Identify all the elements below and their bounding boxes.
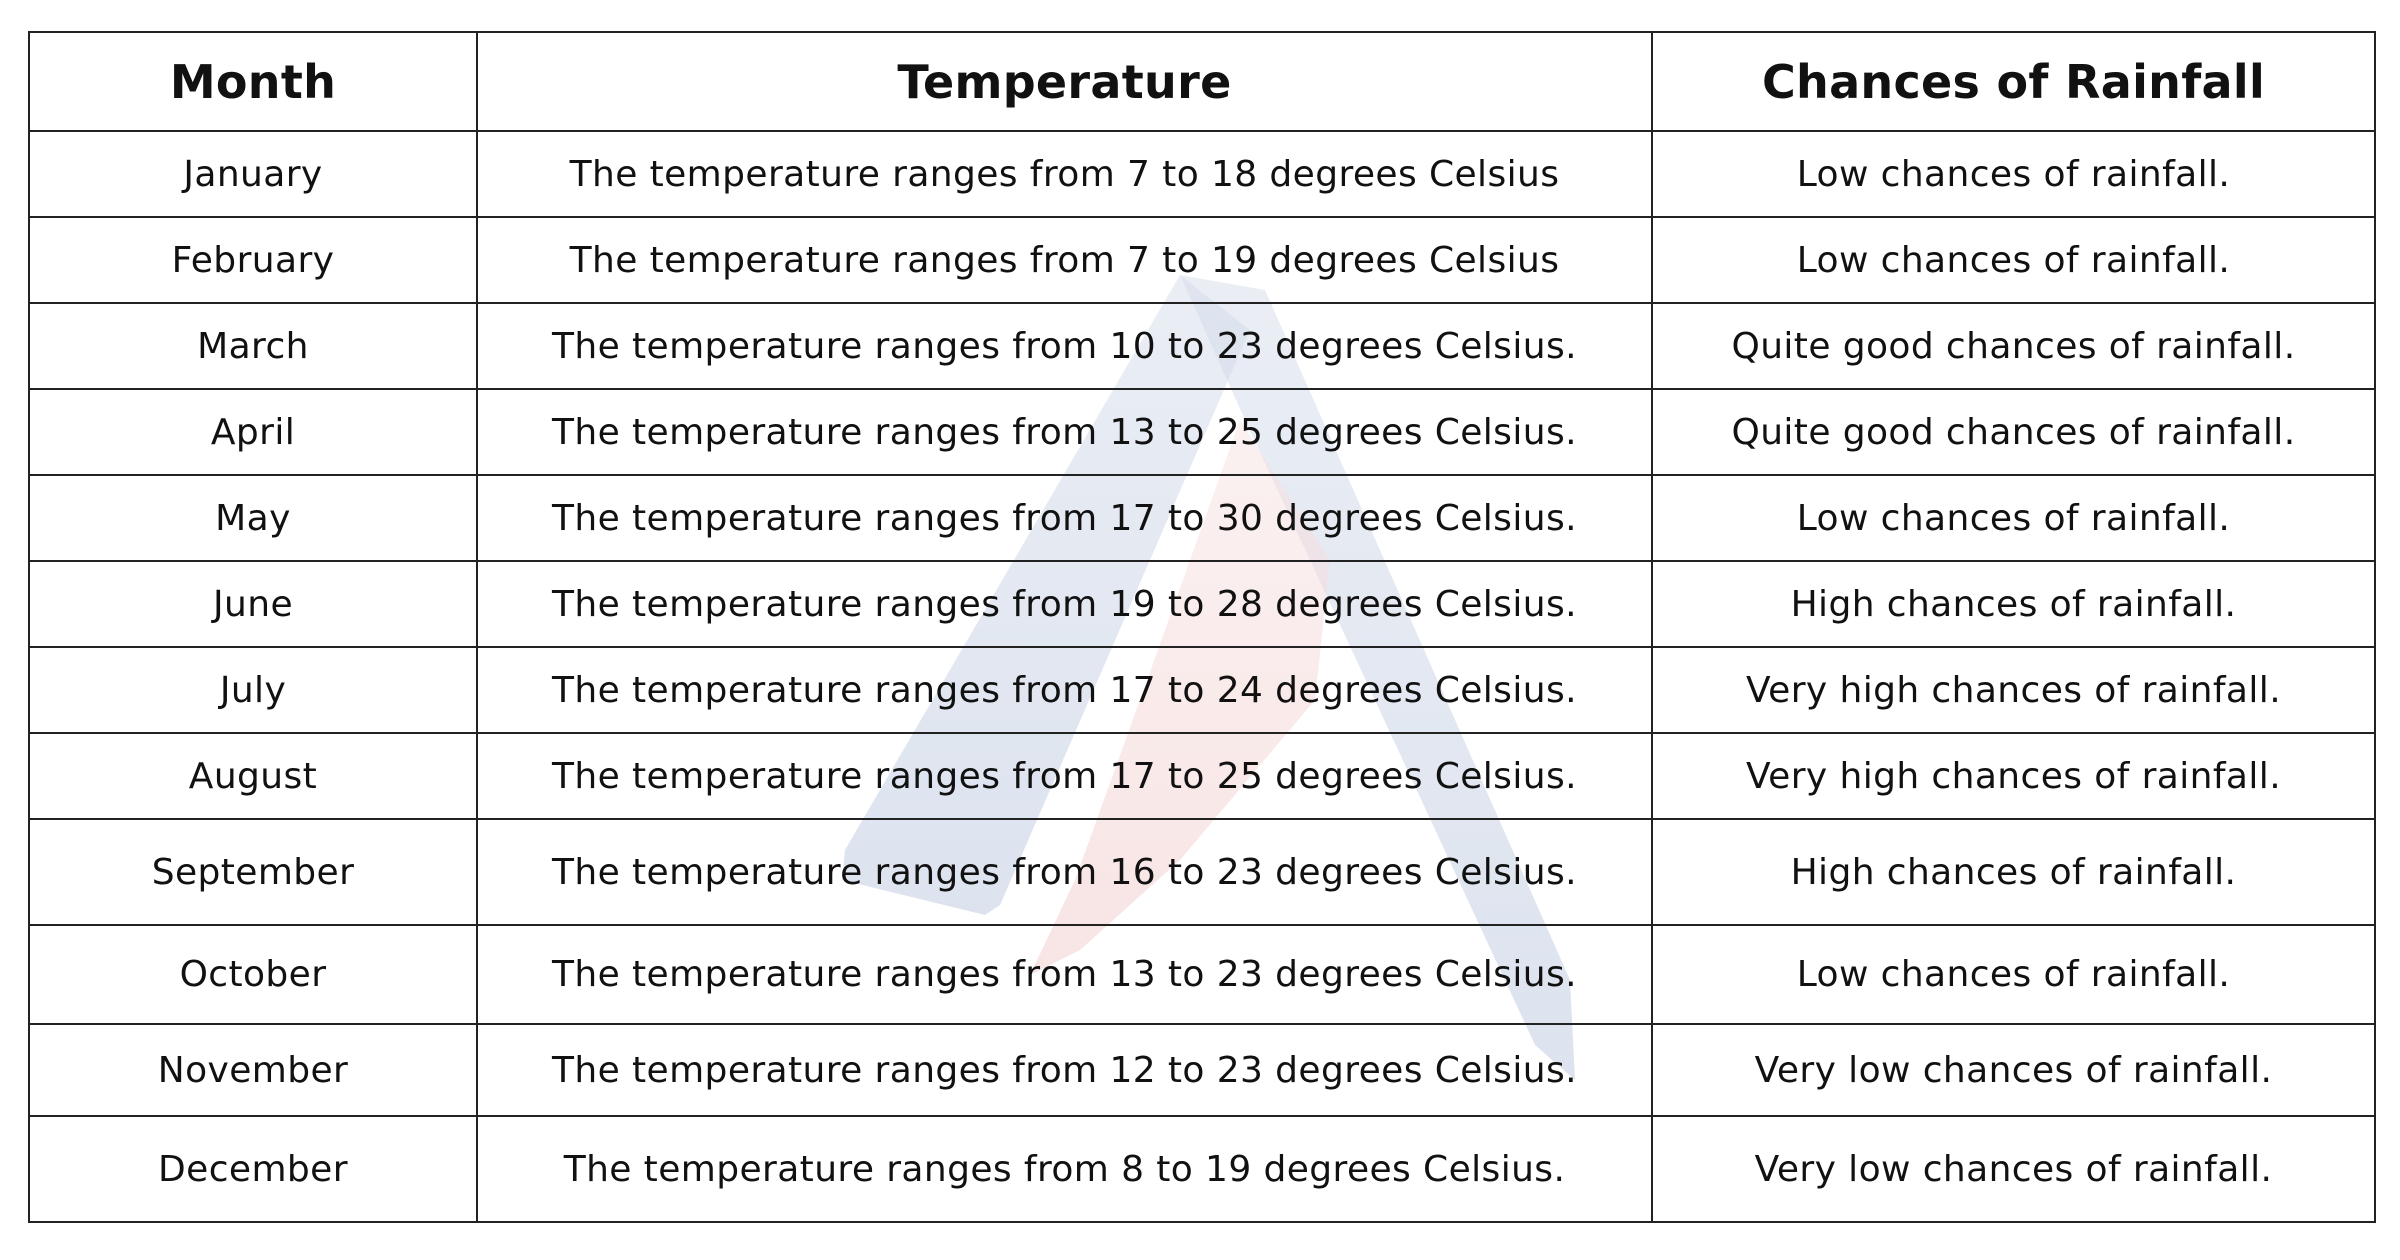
rainfall-cell: High chances of rainfall. [1651,560,2376,648]
temperature-cell: The temperature ranges from 19 to 28 deg… [476,560,1653,648]
temperature-cell: The temperature ranges from 17 to 30 deg… [476,474,1653,562]
month-cell: April [28,388,478,476]
monthly-weather-table: Month Temperature Chances of Rainfall Ja… [28,31,2376,1223]
column-header-rainfall: Chances of Rainfall [1651,31,2376,132]
table-row: October The temperature ranges from 13 t… [28,924,2376,1025]
rainfall-cell: Quite good chances of rainfall. [1651,388,2376,476]
table-row: January The temperature ranges from 7 to… [28,130,2376,218]
rainfall-cell: Very low chances of rainfall. [1651,1023,2376,1117]
month-cell: October [28,924,478,1025]
table-row: June The temperature ranges from 19 to 2… [28,560,2376,648]
month-cell: June [28,560,478,648]
table-row: November The temperature ranges from 12 … [28,1023,2376,1117]
month-cell: March [28,302,478,390]
month-cell: January [28,130,478,218]
temperature-cell: The temperature ranges from 12 to 23 deg… [476,1023,1653,1117]
temperature-cell: The temperature ranges from 10 to 23 deg… [476,302,1653,390]
temperature-cell: The temperature ranges from 17 to 24 deg… [476,646,1653,734]
month-cell: November [28,1023,478,1117]
temperature-cell: The temperature ranges from 16 to 23 deg… [476,818,1653,926]
table-row: September The temperature ranges from 16… [28,818,2376,926]
rainfall-cell: Low chances of rainfall. [1651,924,2376,1025]
table-row: April The temperature ranges from 13 to … [28,388,2376,476]
month-cell: May [28,474,478,562]
temperature-cell: The temperature ranges from 8 to 19 degr… [476,1115,1653,1223]
month-cell: February [28,216,478,304]
month-cell: August [28,732,478,820]
weather-table-container: Month Temperature Chances of Rainfall Ja… [28,31,2376,1223]
column-header-temperature: Temperature [476,31,1653,132]
table-header-row: Month Temperature Chances of Rainfall [28,31,2376,132]
temperature-cell: The temperature ranges from 7 to 18 degr… [476,130,1653,218]
temperature-cell: The temperature ranges from 7 to 19 degr… [476,216,1653,304]
table-row: December The temperature ranges from 8 t… [28,1115,2376,1223]
rainfall-cell: Low chances of rainfall. [1651,474,2376,562]
month-cell: December [28,1115,478,1223]
rainfall-cell: High chances of rainfall. [1651,818,2376,926]
month-cell: September [28,818,478,926]
rainfall-cell: Quite good chances of rainfall. [1651,302,2376,390]
rainfall-cell: Low chances of rainfall. [1651,216,2376,304]
rainfall-cell: Low chances of rainfall. [1651,130,2376,218]
column-header-month: Month [28,31,478,132]
table-row: August The temperature ranges from 17 to… [28,732,2376,820]
temperature-cell: The temperature ranges from 13 to 23 deg… [476,924,1653,1025]
table-row: February The temperature ranges from 7 t… [28,216,2376,304]
rainfall-cell: Very high chances of rainfall. [1651,732,2376,820]
rainfall-cell: Very low chances of rainfall. [1651,1115,2376,1223]
table-row: March The temperature ranges from 10 to … [28,302,2376,390]
temperature-cell: The temperature ranges from 17 to 25 deg… [476,732,1653,820]
month-cell: July [28,646,478,734]
table-row: July The temperature ranges from 17 to 2… [28,646,2376,734]
table-row: May The temperature ranges from 17 to 30… [28,474,2376,562]
rainfall-cell: Very high chances of rainfall. [1651,646,2376,734]
temperature-cell: The temperature ranges from 13 to 25 deg… [476,388,1653,476]
